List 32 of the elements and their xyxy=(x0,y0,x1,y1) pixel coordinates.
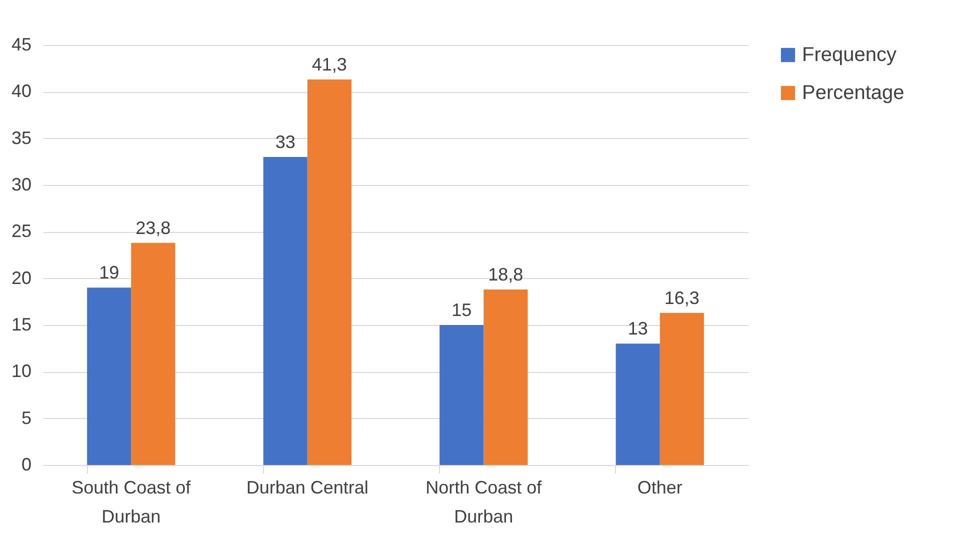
data-label: 15 xyxy=(452,300,472,320)
data-label: 16,3 xyxy=(664,288,700,308)
data-label: 18,8 xyxy=(488,264,524,285)
bar xyxy=(484,290,528,465)
bar xyxy=(616,344,660,465)
data-label: 33 xyxy=(275,132,296,152)
y-tick-label: 45 xyxy=(11,34,32,54)
x-tick-label: South Coast of Durban xyxy=(72,478,192,526)
data-label: 19 xyxy=(99,262,120,283)
y-tick-label: 35 xyxy=(11,128,32,148)
x-tick-label: Other xyxy=(637,478,682,498)
y-tick-label: 30 xyxy=(11,174,32,194)
legend-label: Percentage xyxy=(802,82,904,104)
y-tick-label: 10 xyxy=(11,361,32,382)
bar xyxy=(131,242,176,465)
y-tick-label: 15 xyxy=(11,314,32,334)
y-tick-label: 25 xyxy=(11,221,32,242)
x-tick-label: North Coast of Durban xyxy=(426,478,543,526)
bar xyxy=(660,312,704,465)
legend-label: Frequency xyxy=(802,44,896,66)
y-tick-label: 40 xyxy=(11,81,32,102)
bar xyxy=(263,157,308,465)
bar xyxy=(307,80,352,465)
y-tick-label: 20 xyxy=(11,268,32,288)
bar xyxy=(440,325,484,465)
y-tick-label: 5 xyxy=(21,408,32,428)
data-label: 13 xyxy=(628,318,648,339)
x-tick-label: Durban Central xyxy=(246,478,368,498)
y-tick-label: 0 xyxy=(21,454,32,474)
data-label: 23,8 xyxy=(136,218,171,238)
bar xyxy=(87,288,132,465)
data-label: 41,3 xyxy=(312,54,347,75)
